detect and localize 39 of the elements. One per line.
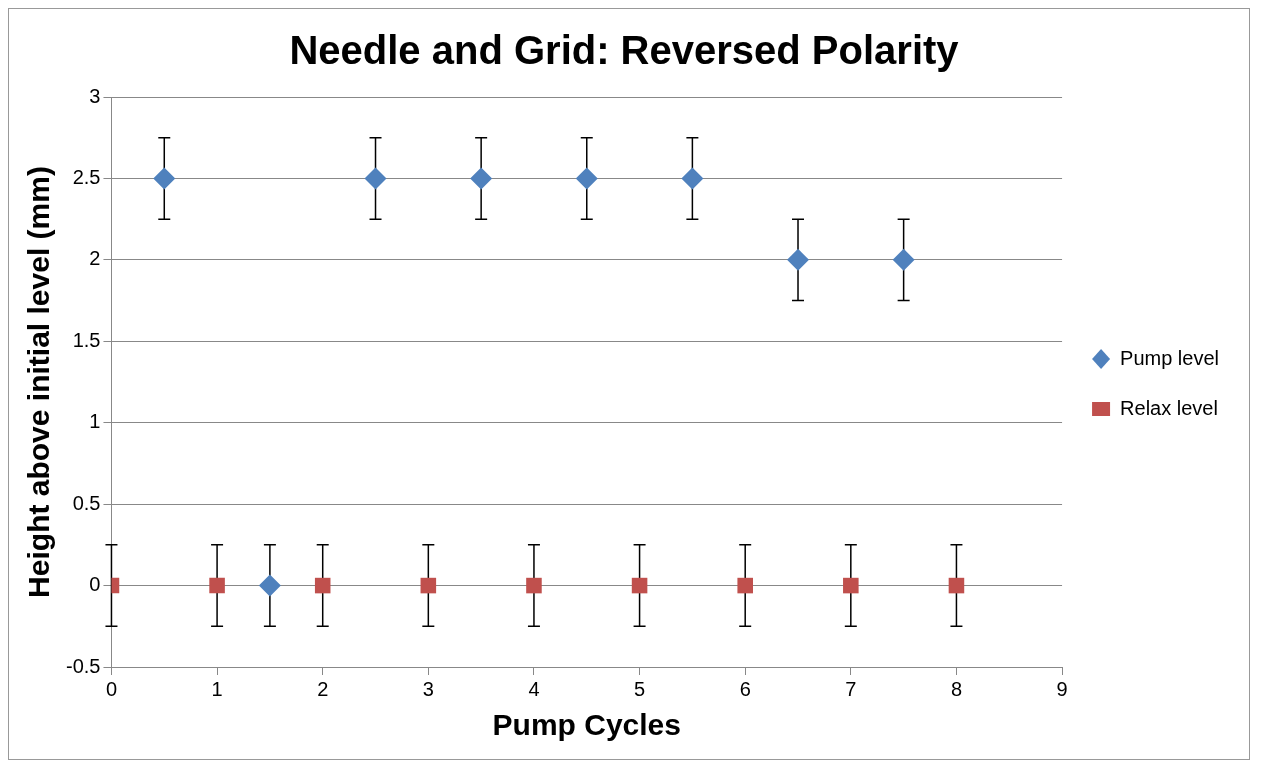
x-tick-label: 4 bbox=[528, 677, 540, 700]
point bbox=[843, 577, 859, 594]
point bbox=[787, 248, 810, 271]
y-tick-label: -0.5 bbox=[65, 654, 101, 677]
point bbox=[209, 577, 225, 594]
point bbox=[681, 167, 704, 190]
y-axis-title: Height above initial level (mm) bbox=[22, 166, 56, 598]
point bbox=[737, 577, 753, 594]
y-tick-label: 0 bbox=[89, 573, 101, 596]
point bbox=[470, 167, 493, 190]
y-tick-label: 2 bbox=[89, 247, 101, 270]
x-tick-label: 1 bbox=[211, 677, 223, 700]
x-tick-label: 9 bbox=[1056, 677, 1068, 700]
x-tick-label: 6 bbox=[739, 677, 751, 700]
point bbox=[631, 577, 648, 594]
y-tick-label: 3 bbox=[89, 84, 101, 107]
point bbox=[314, 577, 331, 594]
x-tick-label: 5 bbox=[634, 677, 646, 700]
y-tick-label: 0.5 bbox=[72, 491, 101, 514]
point bbox=[364, 167, 387, 190]
y-tick-label: 2.5 bbox=[72, 165, 101, 188]
legend-label: Relax level bbox=[1120, 396, 1218, 419]
x-tick-label: 3 bbox=[422, 677, 434, 700]
point bbox=[258, 574, 281, 597]
legend-label: Pump level bbox=[1120, 346, 1219, 369]
point bbox=[575, 167, 598, 190]
x-tick-label: 0 bbox=[105, 677, 118, 700]
point bbox=[948, 577, 965, 594]
x-tick-label: 2 bbox=[317, 677, 329, 700]
y-tick-label: 1.5 bbox=[72, 328, 101, 351]
y-tick-label: 1 bbox=[89, 410, 101, 433]
point bbox=[526, 577, 542, 594]
point bbox=[892, 248, 915, 271]
chart-title: Needle and Grid: Reversed Polarity bbox=[289, 28, 960, 73]
x-axis-title: Pump Cycles bbox=[492, 708, 681, 742]
point bbox=[420, 577, 437, 594]
x-tick-label: 8 bbox=[950, 677, 962, 700]
x-tick-label: 7 bbox=[845, 677, 857, 700]
point bbox=[153, 167, 176, 190]
